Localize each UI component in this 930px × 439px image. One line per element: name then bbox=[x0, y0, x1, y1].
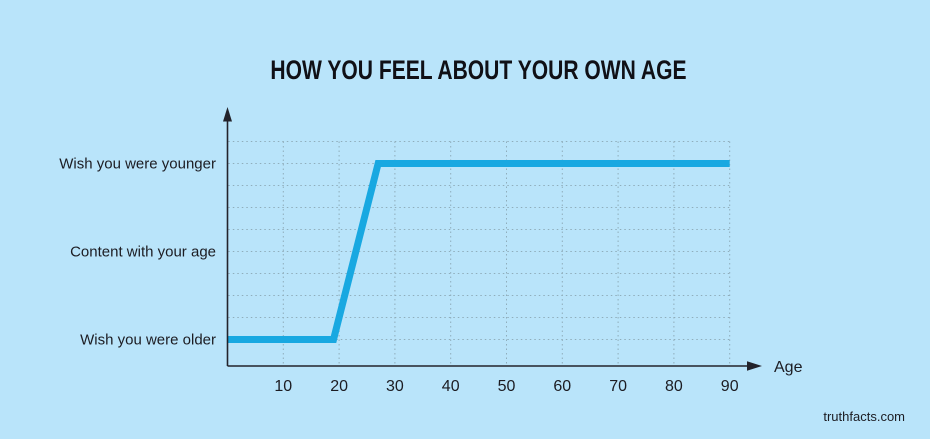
gridlines bbox=[228, 141, 731, 365]
data-series bbox=[227, 160, 730, 343]
watermark: truthfacts.com bbox=[823, 409, 905, 424]
x-axis-title: Age bbox=[774, 359, 803, 376]
x-tick-label: 30 bbox=[386, 378, 404, 395]
x-axis-arrow-icon bbox=[747, 361, 762, 371]
y-axis-label: Content with your age bbox=[70, 244, 216, 261]
y-axis-arrow-icon bbox=[223, 107, 232, 122]
y-axis-label: Wish you were older bbox=[80, 332, 216, 349]
x-tick-label: 90 bbox=[721, 378, 739, 395]
axes: Age bbox=[223, 107, 803, 376]
x-tick-labels: 10 20 30 40 50 60 70 80 90 bbox=[274, 378, 738, 395]
x-tick-label: 70 bbox=[609, 378, 627, 395]
x-tick-label: 60 bbox=[553, 378, 571, 395]
y-axis-labels: Wish you were older Content with your age… bbox=[59, 156, 216, 349]
x-tick-label: 40 bbox=[442, 378, 460, 395]
y-axis-label: Wish you were younger bbox=[59, 156, 216, 173]
x-tick-label: 50 bbox=[498, 378, 516, 395]
chart-title: HOW YOU FEEL ABOUT YOUR OWN AGE bbox=[270, 55, 687, 85]
x-tick-label: 20 bbox=[330, 378, 348, 395]
feeling-line bbox=[227, 160, 730, 343]
x-tick-label: 10 bbox=[274, 378, 292, 395]
x-tick-label: 80 bbox=[665, 378, 683, 395]
